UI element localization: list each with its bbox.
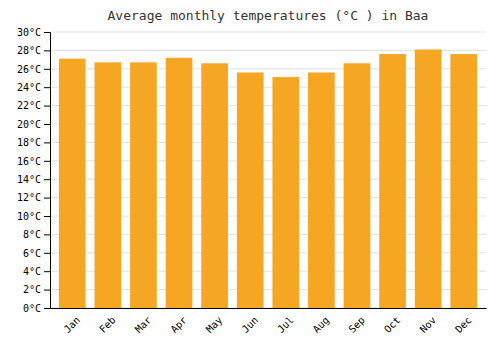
tick-label: May <box>204 314 225 335</box>
tick-label: Feb <box>97 314 118 335</box>
tick: 2°C <box>23 284 50 295</box>
bar <box>201 63 228 308</box>
axis-line <box>44 33 51 309</box>
tick-label: Mar <box>133 314 154 335</box>
tick-mark <box>44 161 50 162</box>
bar <box>344 63 371 308</box>
tick-mark <box>44 290 50 291</box>
tick: Oct <box>382 314 403 335</box>
tick-label: Dec <box>453 314 474 335</box>
tick: 0°C <box>23 303 50 314</box>
tick: 6°C <box>23 248 50 259</box>
tick: Sep <box>346 314 367 335</box>
bar <box>415 49 442 308</box>
tick: Apr <box>168 314 189 335</box>
bar <box>272 77 299 308</box>
tick-label: Nov <box>418 314 439 335</box>
bars <box>59 49 477 308</box>
tick-label: 16°C <box>17 156 41 167</box>
tick: Jan <box>62 314 83 335</box>
grid <box>50 32 486 308</box>
tick-label: Jul <box>275 314 296 335</box>
tick: 26°C <box>17 64 50 75</box>
tick-label: 30°C <box>17 27 41 38</box>
x-axis: Jan Feb Mar Apr May Jun Jul Aug Sep Oct Nov Dec <box>51 309 487 335</box>
bar <box>59 59 86 308</box>
tick-mark <box>44 32 50 33</box>
bar <box>237 72 264 308</box>
tick-label: 10°C <box>17 211 41 222</box>
tick-label: 14°C <box>17 174 41 185</box>
tick-mark <box>44 124 50 125</box>
tick: 16°C <box>17 156 50 167</box>
tick: 12°C <box>17 192 50 203</box>
tick-label: 0°C <box>23 303 41 314</box>
plot: 0°C 2°C 4°C 6°C 8°C 10°C 12°C 14°C 16°C 18°C 20°C 2… <box>17 27 487 335</box>
bar <box>308 72 335 308</box>
tick-label: Jun <box>240 314 261 335</box>
tick: May <box>204 314 225 335</box>
tick: 10°C <box>17 211 50 222</box>
tick-label: Oct <box>382 314 403 335</box>
grid-line <box>50 32 486 33</box>
bar <box>166 58 193 308</box>
bar <box>130 62 157 308</box>
tick: Mar <box>133 314 154 335</box>
bar <box>450 54 477 308</box>
tick-label: 4°C <box>23 266 41 277</box>
tick-mark <box>44 50 50 51</box>
tick-label: Apr <box>168 314 189 335</box>
tick: Nov <box>418 314 439 335</box>
y-axis: 0°C 2°C 4°C 6°C 8°C 10°C 12°C 14°C 16°C 18°C 20°C 2… <box>17 27 51 314</box>
tick: Dec <box>453 314 474 335</box>
tick: 14°C <box>17 174 50 185</box>
bar <box>94 62 121 308</box>
bar <box>379 54 406 308</box>
tick-label: 28°C <box>17 45 41 56</box>
tick-label: 6°C <box>23 248 41 259</box>
tick-label: 18°C <box>17 137 41 148</box>
tick: 24°C <box>17 82 50 93</box>
tick: 22°C <box>17 100 50 111</box>
tick-mark <box>44 69 50 70</box>
tick: Jul <box>275 314 296 335</box>
axis-line <box>51 308 487 309</box>
tick-label: Jan <box>62 314 83 335</box>
tick-mark <box>44 198 50 199</box>
tick-label: 8°C <box>23 229 41 240</box>
tick: Aug <box>311 314 332 335</box>
title: Average monthly temperatures (°C ) in Ba… <box>108 8 429 23</box>
tick-mark <box>44 179 50 180</box>
tick: 20°C <box>17 119 50 130</box>
tick-label: Aug <box>311 314 332 335</box>
tick-mark <box>44 271 50 272</box>
tick-mark <box>44 142 50 143</box>
tick: 8°C <box>23 229 50 240</box>
tick: 18°C <box>17 137 50 148</box>
tick-label: Sep <box>346 314 367 335</box>
tick: 28°C <box>17 45 50 56</box>
tick-mark <box>44 253 50 254</box>
tick: 4°C <box>23 266 50 277</box>
tick-mark <box>44 234 50 235</box>
tick-label: 2°C <box>23 284 41 295</box>
tick-mark <box>44 106 50 107</box>
tick-label: 26°C <box>17 64 41 75</box>
tick: Feb <box>97 314 118 335</box>
tick-label: 22°C <box>17 100 41 111</box>
tick-label: 24°C <box>17 82 41 93</box>
tick-label: 12°C <box>17 192 41 203</box>
tick-mark <box>44 87 50 88</box>
tick-label: 20°C <box>17 119 41 130</box>
tick-mark <box>44 308 50 309</box>
tick: Jun <box>240 314 261 335</box>
chart: 0°C 2°C 4°C 6°C 8°C 10°C 12°C 14°C 16°C 18°C 20°C 2… <box>0 0 500 350</box>
tick-mark <box>44 216 50 217</box>
tick: 30°C <box>17 27 50 38</box>
